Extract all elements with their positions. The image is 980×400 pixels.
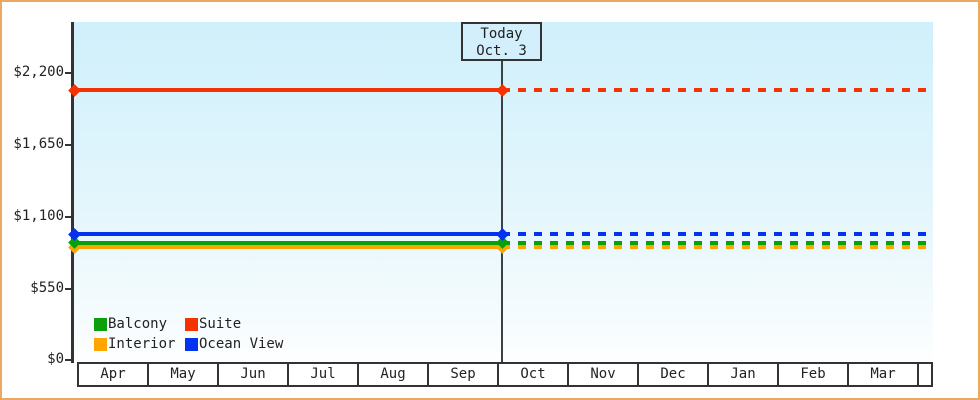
month-cell: Sep — [429, 364, 499, 385]
interior-swatch-icon — [94, 337, 107, 351]
month-cell-empty — [919, 364, 931, 385]
legend-label: Suite — [199, 316, 242, 332]
legend-item-ocean-view: Ocean View — [185, 334, 283, 354]
diamond-marker-suite — [67, 83, 81, 97]
y-tick — [65, 72, 72, 74]
chart-legend: Balcony Suite Interior Ocean View — [94, 314, 283, 354]
legend-item-interior: Interior — [94, 334, 185, 354]
series-line-solid-suite — [74, 88, 502, 93]
legend-label: Balcony — [108, 316, 168, 332]
y-axis-label: $550 — [30, 280, 64, 296]
series-line-dashed-suite — [502, 88, 933, 93]
x-axis-month-strip: Apr May Jun Jul Aug Sep Oct Nov Dec Jan … — [77, 362, 933, 387]
month-cell: May — [149, 364, 219, 385]
y-axis-line — [71, 22, 74, 363]
today-annotation-box: Today Oct. 3 — [461, 22, 542, 61]
suite-swatch-icon — [185, 317, 198, 331]
legend-item-balcony: Balcony — [94, 314, 185, 334]
diamond-marker-suite — [495, 83, 509, 97]
series-line-dashed-interior — [502, 245, 933, 250]
y-axis-label: $2,200 — [13, 64, 64, 80]
month-cell: Mar — [849, 364, 919, 385]
month-cell: Dec — [639, 364, 709, 385]
month-cell: Jul — [289, 364, 359, 385]
today-label: Today — [480, 26, 523, 42]
series-line-dashed-balcony — [502, 240, 933, 245]
diamond-marker-ocean-view — [495, 227, 509, 241]
y-tick — [65, 216, 72, 218]
ocean-view-swatch-icon — [185, 337, 198, 351]
y-tick — [65, 144, 72, 146]
plot-area — [74, 22, 933, 361]
month-cell: Jan — [709, 364, 779, 385]
month-cell: Feb — [779, 364, 849, 385]
legend-label: Ocean View — [199, 336, 284, 352]
y-tick — [65, 288, 72, 290]
today-vertical-line — [501, 22, 503, 362]
series-line-solid-interior — [74, 245, 502, 250]
legend-label: Interior — [108, 336, 176, 352]
series-line-dashed-ocean-view — [502, 232, 933, 237]
month-cell: Jun — [219, 364, 289, 385]
month-cell: Aug — [359, 364, 429, 385]
y-axis-label: $1,650 — [13, 136, 64, 152]
series-line-solid-ocean-view — [74, 232, 502, 237]
legend-item-suite: Suite — [185, 314, 283, 334]
y-axis-label: $1,100 — [13, 208, 64, 224]
diamond-marker-ocean-view — [67, 227, 81, 241]
balcony-swatch-icon — [94, 317, 107, 331]
month-cell: Apr — [79, 364, 149, 385]
y-tick — [65, 359, 72, 361]
y-axis-label: $0 — [47, 351, 64, 367]
month-cell: Oct — [499, 364, 569, 385]
today-date: Oct. 3 — [476, 43, 527, 59]
month-cell: Nov — [569, 364, 639, 385]
series-line-solid-balcony — [74, 240, 502, 245]
